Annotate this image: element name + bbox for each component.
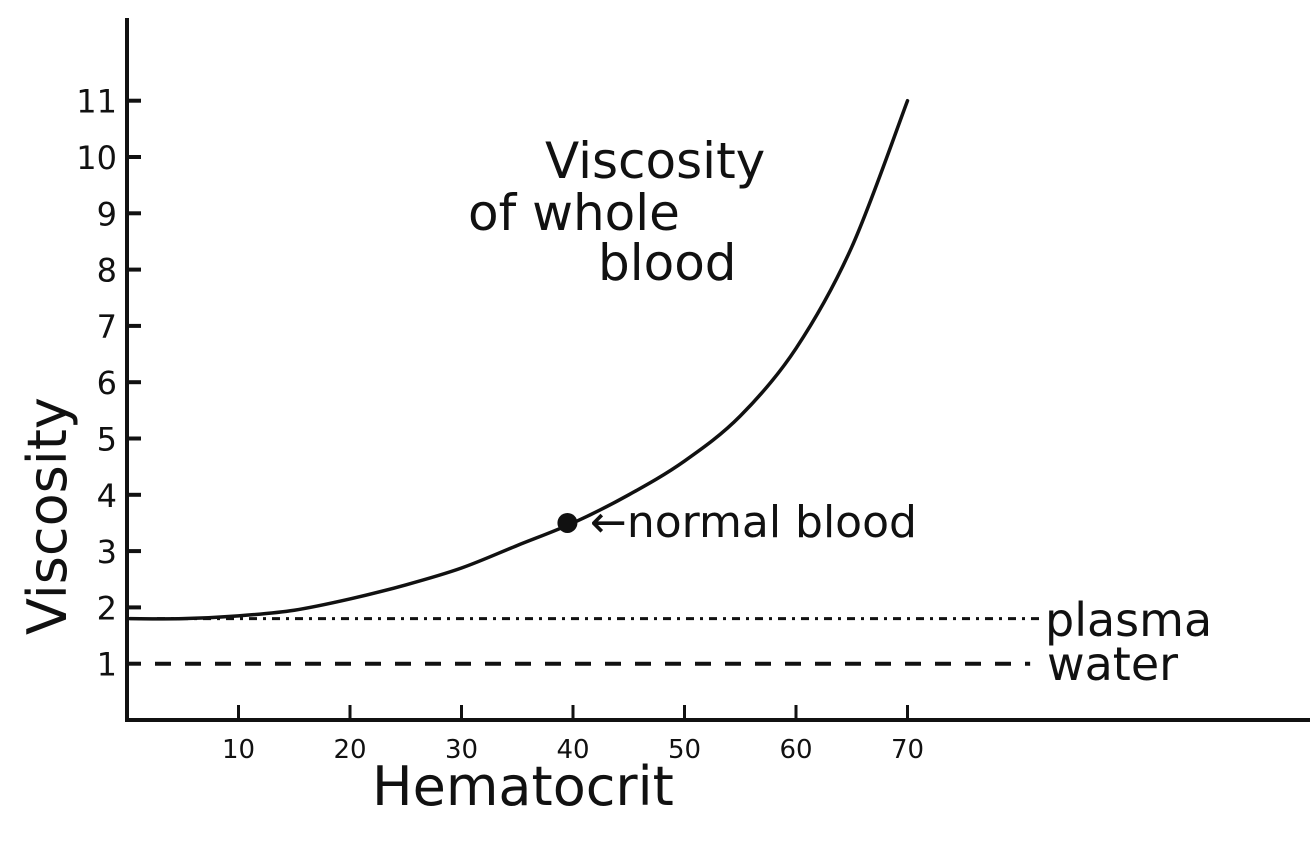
whole-blood-curve	[128, 98, 910, 621]
y-tick-label: 1	[97, 646, 117, 684]
x-tick-label: 70	[891, 735, 924, 765]
y-axis-title: Viscosity	[16, 397, 79, 635]
curve-label-line-1: Viscosity	[545, 132, 765, 190]
x-tick-label: 20	[333, 735, 366, 765]
y-tick-label: 6	[97, 364, 117, 402]
x-tick-label: 40	[556, 735, 589, 765]
y-axis-ticks: 1 2 3 4 5 6 7 8 9 10 11	[76, 83, 141, 684]
y-tick-label: 4	[97, 477, 117, 515]
y-tick-label: 10	[76, 139, 117, 177]
x-tick-label: 60	[779, 735, 812, 765]
plasma-label: plasma	[1045, 593, 1212, 647]
y-tick-label: 2	[97, 589, 117, 627]
curve-label-line-2: of whole	[468, 184, 680, 242]
x-axis-ticks: 10 20 30 40 50 60 70	[222, 705, 924, 765]
x-tick-label: 30	[445, 735, 478, 765]
y-tick-label: 9	[97, 195, 117, 233]
y-tick-label: 11	[76, 83, 117, 121]
y-tick-label: 7	[97, 308, 117, 346]
x-axis-title: Hematocrit	[372, 755, 674, 818]
y-tick-label: 8	[97, 252, 117, 290]
water-label: water	[1047, 637, 1178, 691]
x-tick-label: 10	[222, 735, 255, 765]
curve-label-line-3: blood	[598, 234, 737, 292]
normal-blood-annotation: ←normal blood	[590, 497, 917, 548]
y-tick-label: 5	[97, 421, 117, 459]
normal-blood-marker	[557, 512, 578, 533]
x-tick-label: 50	[668, 735, 701, 765]
y-tick-label: 3	[97, 533, 117, 571]
